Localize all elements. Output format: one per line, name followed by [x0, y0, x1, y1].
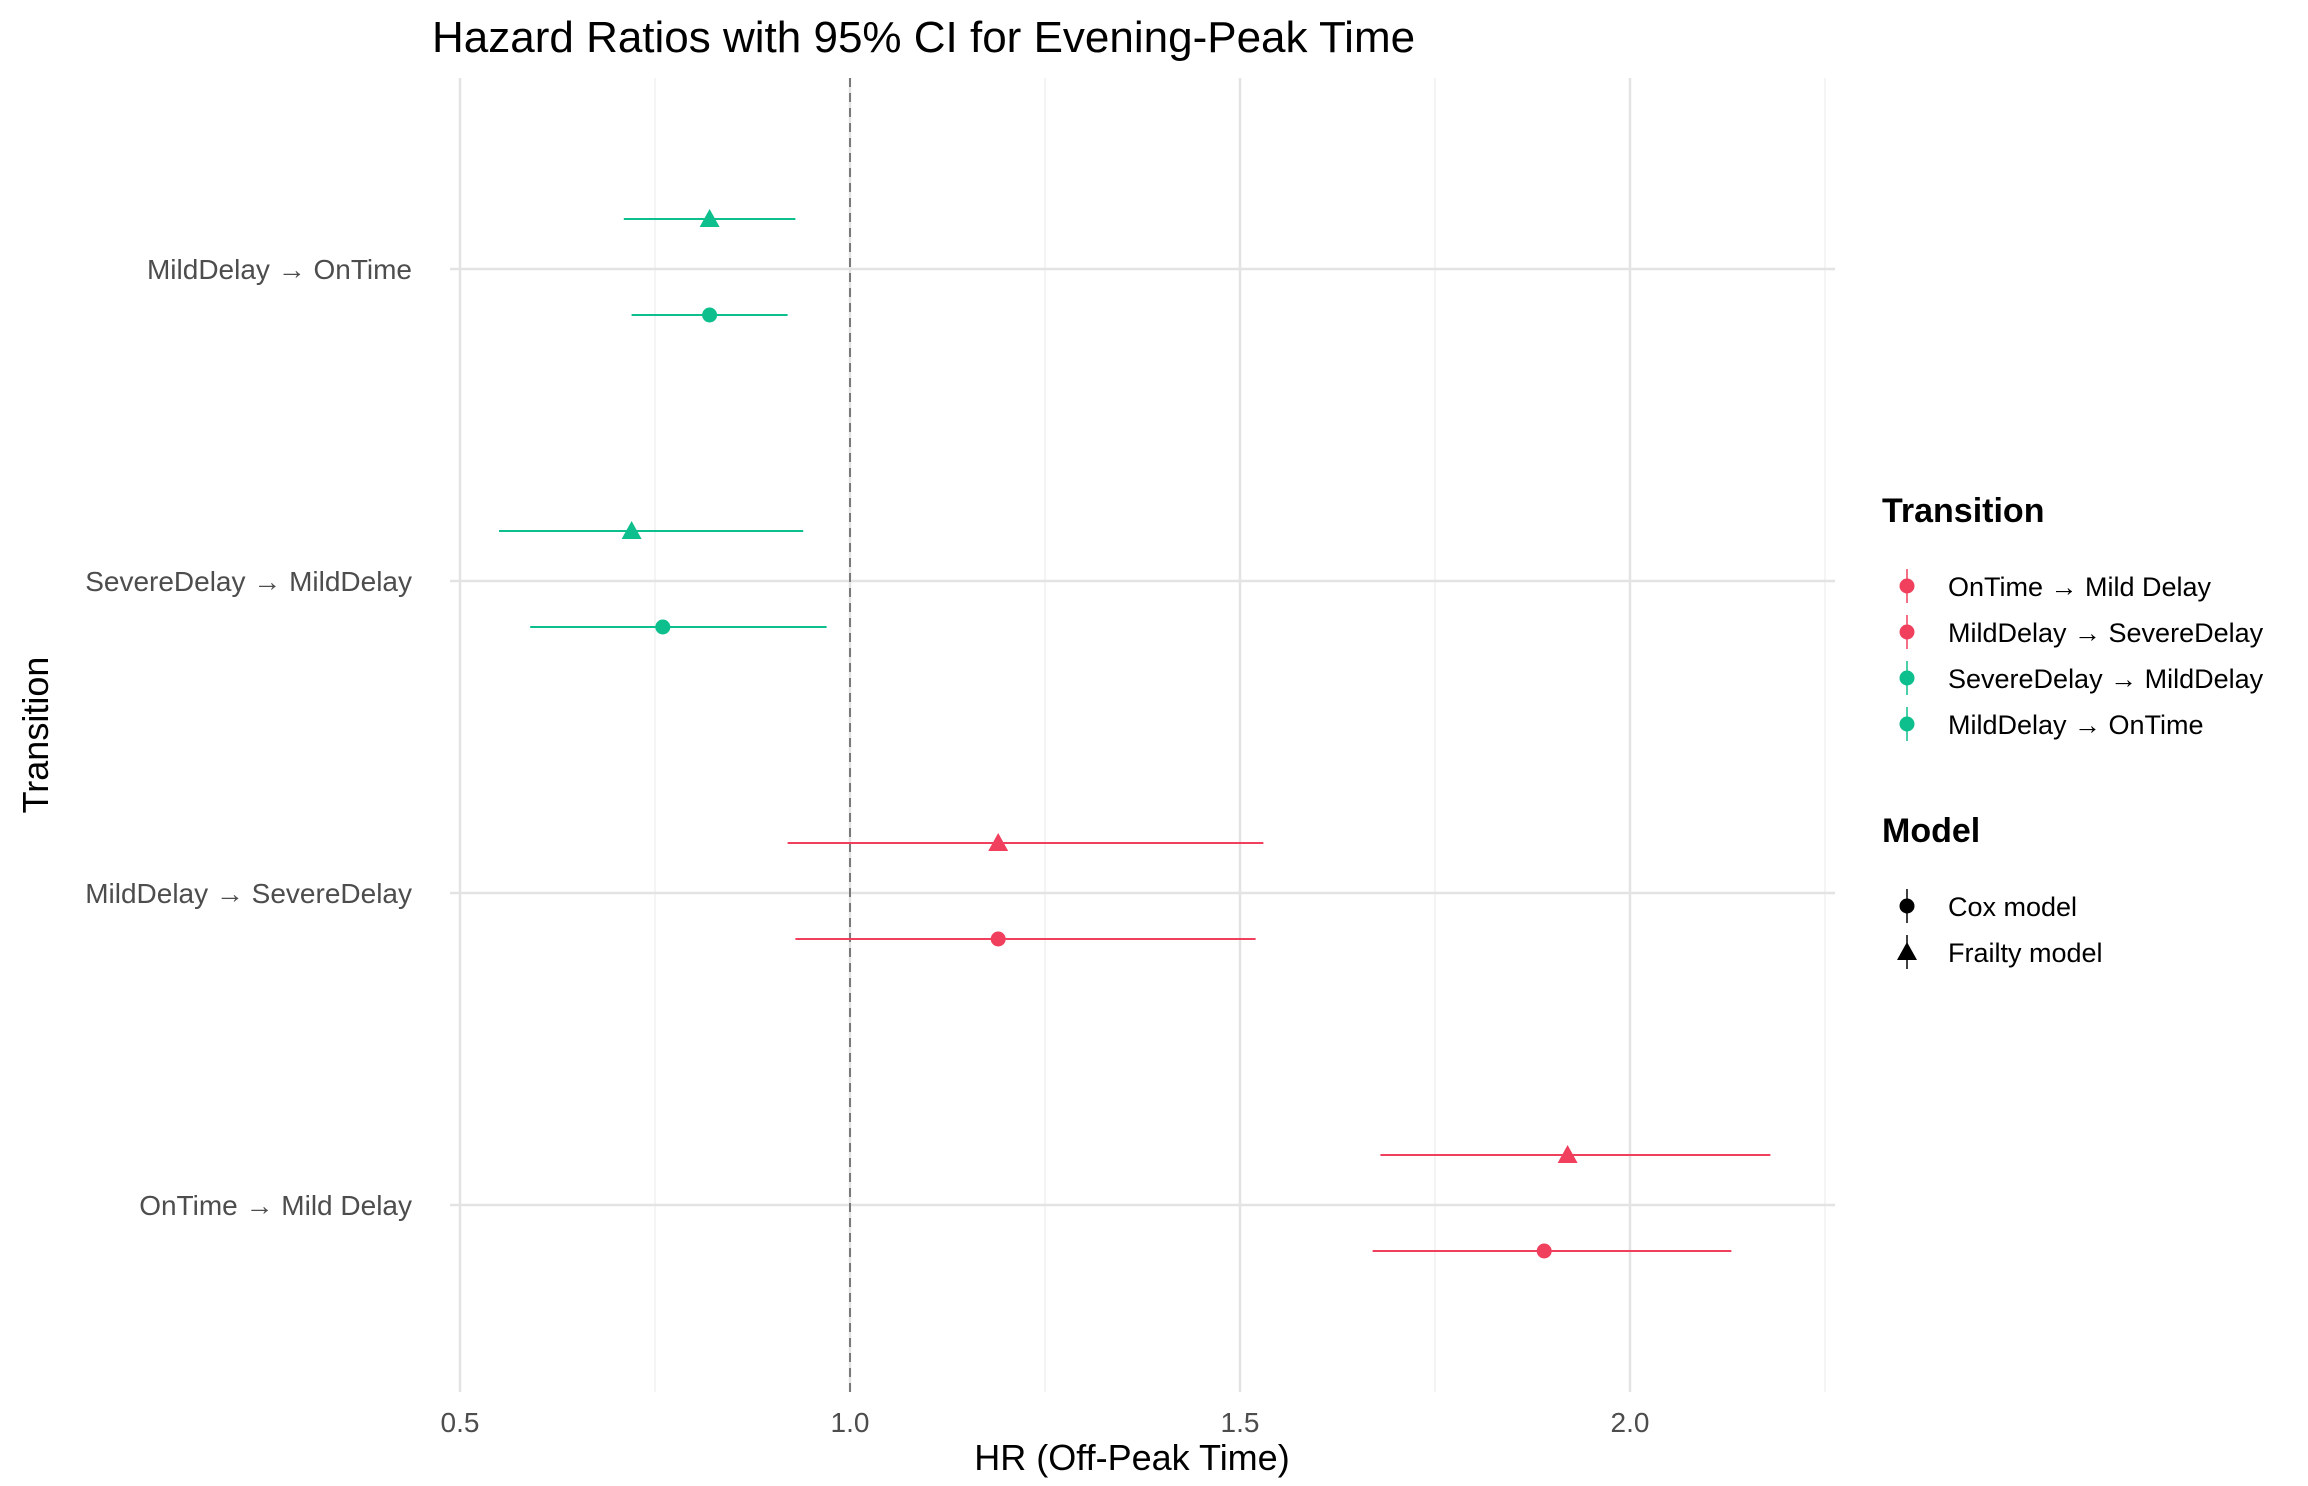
legend-item-label: MildDelay → SevereDelay — [1948, 618, 2264, 648]
y-tick-label: MildDelay → SevereDelay — [85, 878, 412, 909]
cox-point — [990, 931, 1006, 947]
x-tick-label: 1.5 — [1221, 1407, 1260, 1438]
cox-point — [1536, 1243, 1552, 1259]
y-tick-label: MildDelay → OnTime — [147, 254, 412, 285]
legend-key-point — [1899, 716, 1915, 732]
legend-item-label: Cox model — [1948, 892, 2077, 922]
legend: Transition OnTime → Mild Delay MildDelay →… — [1882, 492, 2264, 969]
x-tick-label: 2.0 — [1611, 1407, 1650, 1438]
legend-item-label: OnTime → Mild Delay — [1948, 572, 2212, 602]
data-marks — [499, 209, 1771, 1259]
x-tick-label: 1.0 — [831, 1407, 870, 1438]
x-axis-title: HR (Off-Peak Time) — [974, 1437, 1289, 1478]
legend-title-model: Model — [1882, 812, 1980, 850]
cox-point — [702, 307, 718, 323]
frailty-point — [1557, 1145, 1578, 1163]
y-tick-label: SevereDelay → MildDelay — [85, 566, 412, 597]
legend-key-circle — [1899, 898, 1915, 914]
axes: 0.5 1.0 1.5 2.0 OnTime → Mild Delay MildDelay… — [85, 254, 1649, 1438]
frailty-point — [621, 521, 642, 539]
legend-key-point — [1899, 670, 1915, 686]
chart-title: Hazard Ratios with 95% CI for Evening-Pe… — [432, 13, 1415, 62]
y-axis-title: Transition — [15, 657, 56, 814]
x-tick-label: 0.5 — [441, 1407, 480, 1438]
legend-title-transition: Transition — [1882, 492, 2044, 530]
legend-key-point — [1899, 578, 1915, 594]
legend-key-triangle — [1897, 942, 1917, 960]
cox-point — [655, 619, 671, 635]
frailty-point — [699, 209, 720, 227]
y-tick-label: OnTime → Mild Delay — [139, 1190, 412, 1221]
legend-item-label: Frailty model — [1948, 938, 2103, 968]
frailty-point — [988, 833, 1009, 851]
legend-item-label: SevereDelay → MildDelay — [1948, 664, 2264, 694]
legend-key-point — [1899, 624, 1915, 640]
grid — [450, 78, 1835, 1392]
legend-item-label: MildDelay → OnTime — [1948, 710, 2204, 740]
